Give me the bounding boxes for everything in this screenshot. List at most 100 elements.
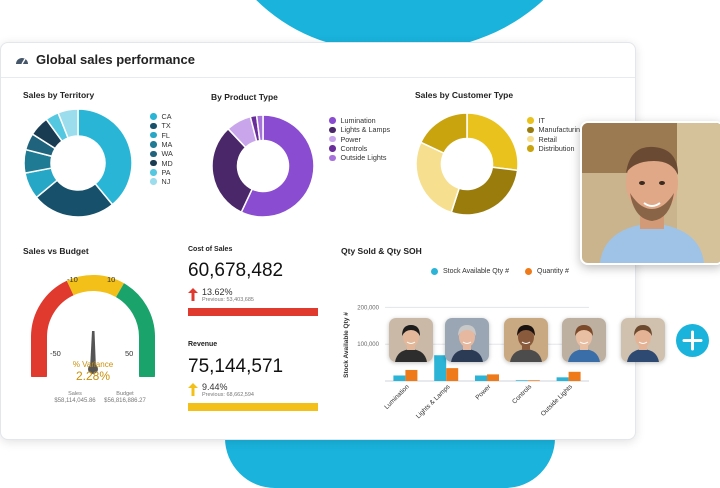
qty-legend: Stock Available Qty # Quantity # xyxy=(431,268,569,275)
budget-gauge xyxy=(31,275,155,377)
revenue-bar-track xyxy=(188,403,318,411)
customer-legend-label: Manufacturing xyxy=(538,125,585,135)
territory-legend-item: FL xyxy=(150,131,173,140)
customer-legend-dot xyxy=(527,145,534,152)
customer-legend-label: Retail xyxy=(538,134,557,144)
bar-qty-lights-lamps xyxy=(446,368,459,381)
cost-title: Cost of Sales xyxy=(188,246,233,253)
page-title: Global sales performance xyxy=(36,52,195,67)
up-arrow-shape xyxy=(188,288,198,301)
dashboard-header: Global sales performance xyxy=(15,52,195,67)
gauge-tick-neg10: -10 xyxy=(67,275,78,284)
x-tick-label: Lumination xyxy=(383,383,411,411)
product-legend-label: Controls xyxy=(340,144,368,154)
territory-legend-item: CA xyxy=(150,112,173,121)
gauge-tick-pos50: 50 xyxy=(125,349,134,358)
header-divider xyxy=(1,77,635,78)
x-tick-label: Lights & Lamps xyxy=(415,383,452,420)
budget-title: Sales vs Budget xyxy=(23,246,89,256)
legend-item-qty: Quantity # xyxy=(525,268,569,275)
plus-icon xyxy=(682,330,703,351)
y-tick-label: 100,000 xyxy=(357,342,379,348)
team-photo-4 xyxy=(562,318,606,362)
cost-value: 60,678,482 xyxy=(188,260,284,281)
person-avatar xyxy=(389,318,433,362)
territory-donut[interactable] xyxy=(23,108,133,218)
bar-qty-outside-lights xyxy=(568,371,581,381)
revenue-change: 9.44% xyxy=(202,382,228,392)
territory-legend-dot xyxy=(150,178,157,185)
team-photo-5 xyxy=(621,318,665,362)
gauge-tick-pos10: 10 xyxy=(107,275,116,284)
customer-legend-item: Distribution xyxy=(527,144,584,153)
gauge-zone xyxy=(66,275,124,298)
sales-value: $58,114,045.86 xyxy=(54,398,96,404)
customer-slice-distribution[interactable] xyxy=(419,112,468,155)
qty-title: Qty Sold & Qty SOH xyxy=(341,246,422,256)
territory-legend-item: WA xyxy=(150,149,173,158)
product-legend-item: Lights & Lamps xyxy=(329,125,390,134)
team-photo-3 xyxy=(504,318,548,362)
territory-legend-label: MD xyxy=(161,158,173,168)
sales-label: Sales xyxy=(68,391,82,397)
gauge-zone xyxy=(115,283,155,338)
product-legend-item: Outside Lights xyxy=(329,153,390,162)
person-avatar xyxy=(504,318,548,362)
person-avatar xyxy=(562,318,606,362)
customer-legend-item: Manufacturing xyxy=(527,125,584,134)
revenue-bar xyxy=(188,403,318,411)
territory-legend-item: MD xyxy=(150,158,173,168)
product-legend-item: Controls xyxy=(329,144,390,153)
territory-slice-nj[interactable] xyxy=(57,108,79,139)
gauge-icon xyxy=(16,58,28,65)
cost-bar xyxy=(188,308,318,316)
customer-legend-dot xyxy=(527,126,534,134)
product-legend-label: Power xyxy=(340,134,361,144)
territory-legend-dot xyxy=(150,169,157,176)
presenter-avatar xyxy=(582,123,720,263)
x-tick-label: Controls xyxy=(511,383,534,406)
territory-legend-label: TX xyxy=(161,121,171,131)
legend-item-stock: Stock Available Qty # xyxy=(431,268,509,275)
product-slice-outside-lights[interactable] xyxy=(255,114,264,142)
team-photo-1 xyxy=(389,318,433,362)
territory-title: Sales by Territory xyxy=(23,90,95,100)
product-slice-lumination[interactable] xyxy=(240,114,315,218)
up-arrow-shape xyxy=(188,383,198,396)
add-person-button[interactable] xyxy=(676,324,709,357)
person-avatar xyxy=(445,318,489,362)
territory-legend-label: CA xyxy=(161,112,172,122)
legend-dot-stock xyxy=(431,268,438,275)
territory-legend-label: FL xyxy=(161,130,170,140)
legend-dot-qty xyxy=(525,268,533,275)
product-legend: Lumination Lights & Lamps Power Controls Out… xyxy=(329,116,390,162)
product-donut[interactable] xyxy=(211,114,315,218)
territory-legend-dot xyxy=(150,131,157,139)
customer-legend-item: Retail xyxy=(527,135,584,144)
bar-stock-outside-lights xyxy=(556,377,569,381)
bar-stock-lights-lamps xyxy=(434,355,447,381)
territory-legend-item: NJ xyxy=(150,177,173,186)
cost-bar-track xyxy=(188,308,318,316)
person-avatar xyxy=(621,318,665,362)
customer-slice-it[interactable] xyxy=(466,112,519,172)
customer-slice-retail[interactable] xyxy=(415,141,461,214)
territory-legend-item: MA xyxy=(150,140,173,149)
customer-legend-label: IT xyxy=(538,116,545,126)
gauge-needle-hub xyxy=(88,364,98,374)
y-axis-label: Stock Available Qty # xyxy=(343,312,350,378)
customer-donut[interactable] xyxy=(415,112,519,216)
qty-bar-chart: 200,000 100,000 Stock Available Qty # Lumin… xyxy=(343,305,589,420)
customer-slice-manufacturing[interactable] xyxy=(450,166,519,216)
customer-legend-dot xyxy=(527,117,534,124)
cost-previous: Previous: 53,403,685 xyxy=(202,297,254,303)
product-legend-dot xyxy=(329,145,336,152)
territory-slice-ca[interactable] xyxy=(77,108,133,206)
bar-stock-lumination xyxy=(393,375,406,381)
y-tick-label: 200,000 xyxy=(357,305,379,311)
territory-legend-item: PA xyxy=(150,168,173,177)
product-legend-dot xyxy=(329,117,336,124)
territory-legend: CA TX FL MA WA MD PA NJ xyxy=(150,112,173,186)
product-slice-lights-lamps[interactable] xyxy=(211,127,254,214)
bar-stock-power xyxy=(475,375,487,381)
